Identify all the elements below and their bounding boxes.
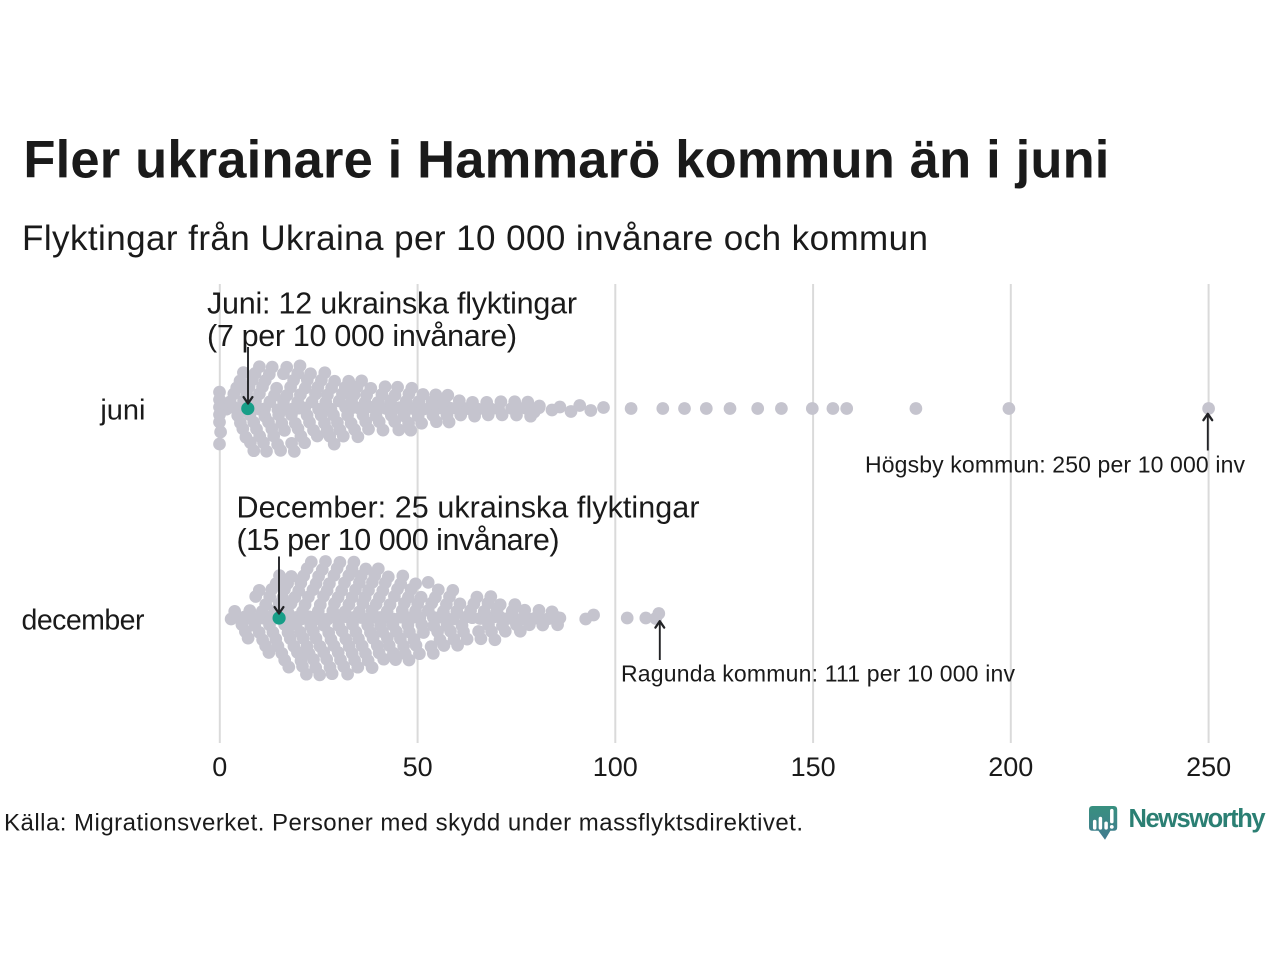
svg-text:(15 per 10 000 invånare): (15 per 10 000 invånare): [237, 523, 560, 557]
svg-text:150: 150: [791, 752, 836, 782]
svg-text:(7 per 10 000 invånare): (7 per 10 000 invånare): [207, 319, 517, 353]
svg-text:December: 25 ukrainska flyktin: December: 25 ukrainska flyktingar: [237, 490, 700, 524]
svg-text:100: 100: [593, 752, 638, 782]
svg-text:juni: juni: [99, 394, 145, 426]
svg-text:Fler ukrainare i Hammarö kommu: Fler ukrainare i Hammarö kommun än i jun…: [23, 131, 1109, 190]
svg-text:Flyktingar från Ukraina per 10: Flyktingar från Ukraina per 10 000 invån…: [22, 219, 928, 258]
svg-text:Högsby kommun: 250 per 10 000: Högsby kommun: 250 per 10 000 inv: [865, 451, 1246, 477]
svg-text:50: 50: [403, 752, 433, 782]
svg-text:december: december: [22, 604, 146, 636]
svg-text:0: 0: [212, 752, 227, 782]
svg-text:Källa: Migrationsverket. Perso: Källa: Migrationsverket. Personer med sk…: [4, 810, 803, 837]
svg-text:Ragunda kommun: 111 per 10 000: Ragunda kommun: 111 per 10 000 inv: [621, 661, 1016, 687]
svg-text:250: 250: [1186, 752, 1231, 782]
svg-text:Juni: 12 ukrainska flyktingar: Juni: 12 ukrainska flyktingar: [207, 286, 577, 320]
svg-text:Newsworthy: Newsworthy: [1129, 805, 1267, 833]
svg-text:200: 200: [988, 752, 1033, 782]
